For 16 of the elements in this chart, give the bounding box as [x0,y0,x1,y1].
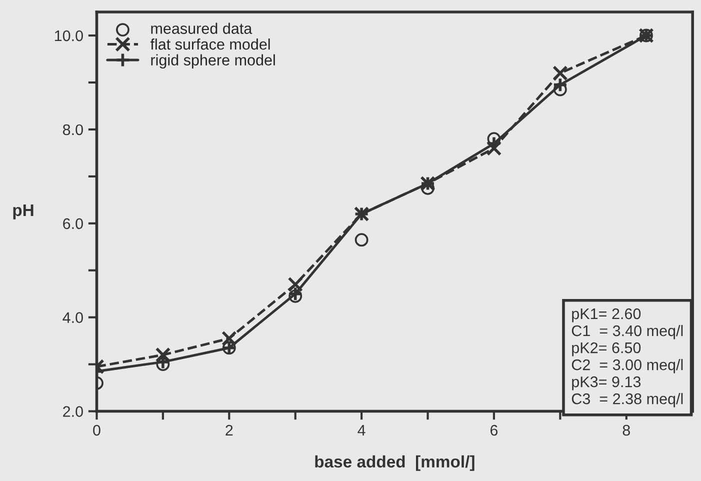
y-tick-label: 4.0 [62,312,83,324]
y-tick-label: 10.0 [54,30,83,42]
x-tick-label: 4 [358,425,366,436]
x-axis-title: base added [mmol/] [315,455,474,471]
legend-label: measured data [151,22,252,34]
x-tick-label: 2 [226,424,233,436]
y-tick-label: 2.0 [63,406,83,417]
y-axis-title: pH [13,204,34,220]
y-tick-label: 6.0 [63,218,83,230]
x-tick-label: 8 [622,424,630,436]
legend-label: rigid sphere model [151,54,275,68]
y-tick-label: 8.0 [62,124,83,136]
x-tick-label: 0 [93,424,100,436]
legend-label: flat surface model [150,38,270,50]
x-tick-label: 6 [490,424,498,436]
annotation: pK1= 2.60 C1 = 3.40 meq/l pK2= 6.50 C2 = 3.00 meq/l pK3= 9.13 C3 = 2.38 meq/l [572,308,683,408]
